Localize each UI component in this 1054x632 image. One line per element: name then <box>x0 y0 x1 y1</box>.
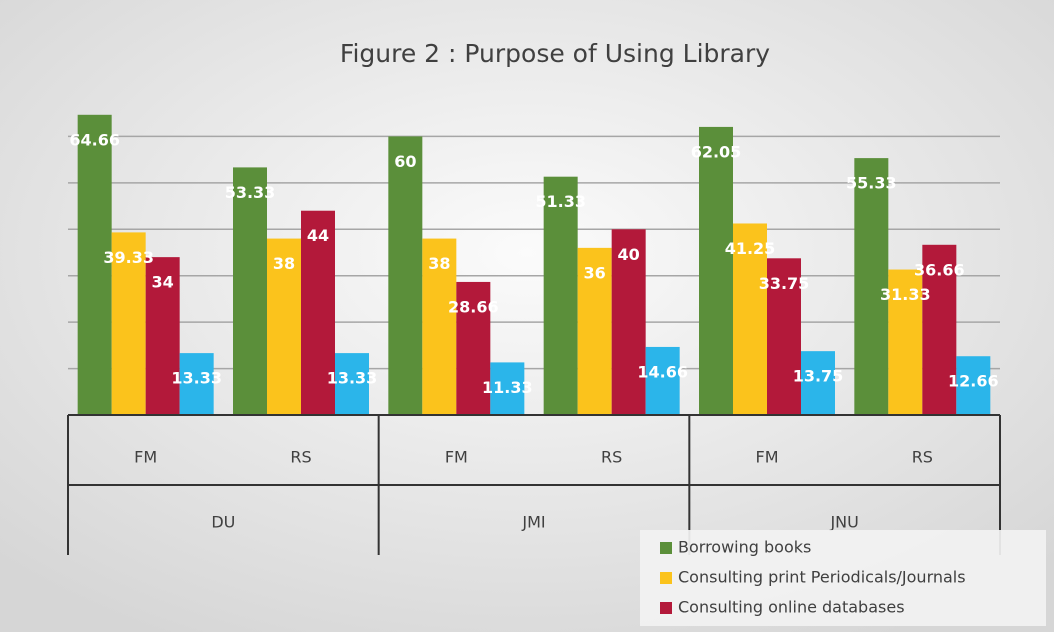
legend-swatch <box>660 542 672 554</box>
bar <box>543 176 578 415</box>
bar <box>956 356 991 415</box>
data-label: 39.33 <box>103 248 154 267</box>
data-label: 13.33 <box>327 369 378 388</box>
data-label: 28.66 <box>448 297 499 316</box>
legend-swatch <box>660 572 672 584</box>
bar <box>922 244 957 415</box>
data-label: 36.66 <box>914 260 965 279</box>
chart-title: Figure 2 : Purpose of Using Library <box>340 39 770 68</box>
bar <box>111 232 146 415</box>
bar <box>490 362 525 415</box>
x-tick-label: FM <box>755 448 778 467</box>
bar <box>335 353 369 415</box>
data-label: 12.66 <box>948 372 999 391</box>
bar <box>801 351 835 415</box>
data-label: 62.05 <box>691 142 742 161</box>
data-label: 51.33 <box>535 192 586 211</box>
data-label: 64.66 <box>69 130 120 149</box>
data-label: 38 <box>428 254 450 273</box>
bar <box>645 346 680 415</box>
data-label: 14.66 <box>637 362 688 381</box>
x-tick-label: RS <box>290 448 311 467</box>
data-label: 55.33 <box>846 174 897 193</box>
data-label: 41.25 <box>725 239 776 258</box>
legend-label: Consulting print Periodicals/Journals <box>678 568 966 587</box>
legend-box <box>640 530 1046 626</box>
bar <box>577 247 612 415</box>
group-label: DU <box>211 513 235 532</box>
data-label: 31.33 <box>880 285 931 304</box>
bar <box>699 126 733 416</box>
legend-swatch <box>660 602 672 614</box>
legend-label: Borrowing books <box>678 538 811 557</box>
data-label: 60 <box>394 152 416 171</box>
bar <box>179 353 214 415</box>
bar <box>422 238 457 415</box>
bar <box>611 229 646 415</box>
data-label: 38 <box>273 254 295 273</box>
data-label: 11.33 <box>482 378 533 397</box>
data-label: 13.75 <box>793 367 844 386</box>
x-tick-label: FM <box>445 448 468 467</box>
bar <box>145 257 180 415</box>
bar <box>77 114 112 416</box>
bar <box>301 210 335 415</box>
x-tick-label: FM <box>134 448 157 467</box>
group-label: JNU <box>829 513 858 532</box>
x-tick-label: RS <box>601 448 622 467</box>
data-label: 34 <box>152 273 174 292</box>
data-label: 53.33 <box>225 183 276 202</box>
bar <box>456 281 491 415</box>
group-label: JMI <box>521 513 545 532</box>
data-label: 33.75 <box>759 274 810 293</box>
bar <box>854 158 889 415</box>
bar <box>733 223 767 415</box>
data-label: 40 <box>618 245 640 264</box>
bar <box>388 136 423 415</box>
data-label: 13.33 <box>171 369 222 388</box>
data-label: 44 <box>307 226 329 245</box>
x-tick-label: RS <box>912 448 933 467</box>
data-label: 36 <box>584 263 606 282</box>
bar <box>233 167 267 415</box>
bar <box>267 238 301 415</box>
legend-label: Consulting online databases <box>678 598 905 617</box>
bar <box>767 258 801 415</box>
bar <box>888 269 923 415</box>
